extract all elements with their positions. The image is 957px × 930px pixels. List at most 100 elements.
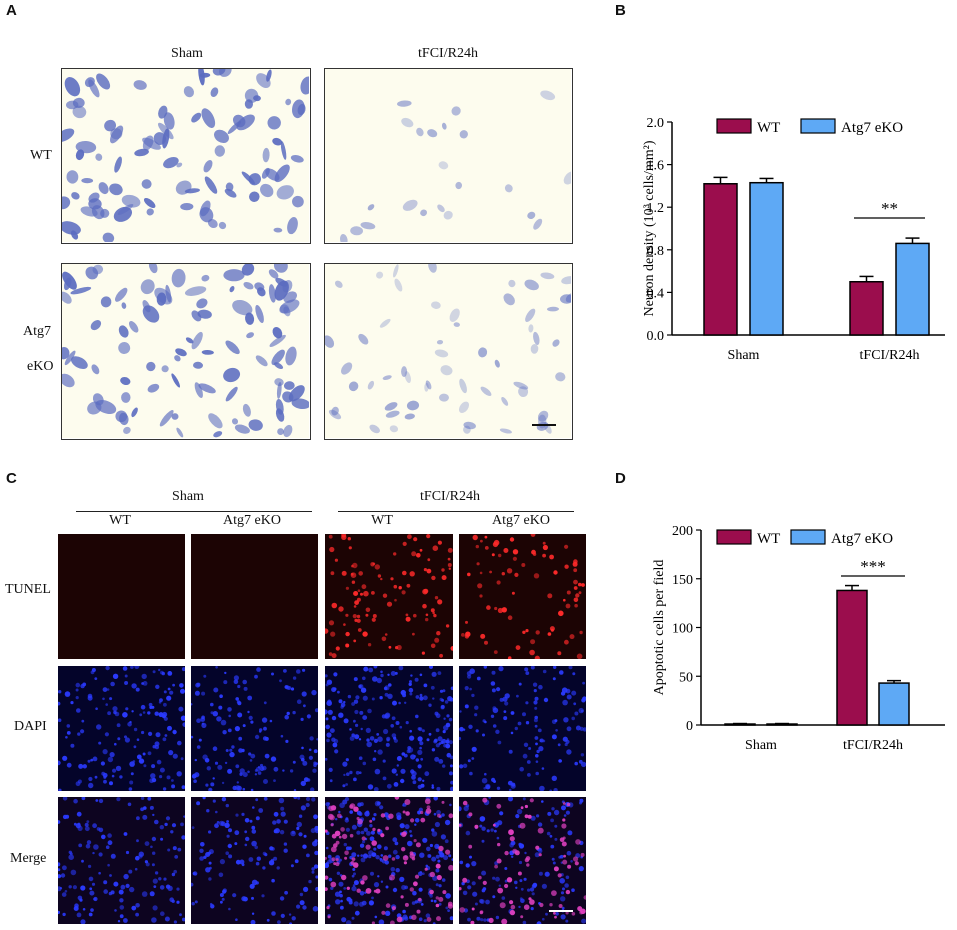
panel-c-col-label-1: WT (109, 513, 131, 528)
stained-cell (148, 264, 158, 274)
panel-a-col-label-sham: Sham (171, 46, 203, 61)
stained-cell (478, 347, 488, 358)
panel-letter-b: B (615, 2, 626, 19)
stained-cell (379, 318, 391, 328)
stained-cell (501, 396, 509, 406)
stained-cell (384, 402, 398, 411)
stained-cell (191, 331, 203, 350)
stained-cell (437, 204, 445, 213)
stained-cell (92, 264, 104, 275)
stained-cell (340, 233, 348, 242)
stained-cell (249, 191, 260, 202)
panel-a-row-label-wt: WT (30, 148, 52, 163)
stained-cell (290, 155, 304, 163)
stained-cell (262, 147, 270, 163)
stained-cell (273, 227, 283, 233)
legend-label: WT (757, 531, 780, 547)
stained-cell (518, 386, 529, 397)
stained-cell (341, 362, 353, 375)
stained-cell (92, 393, 104, 406)
stained-cell (102, 232, 115, 242)
stained-cell (62, 271, 77, 290)
stained-cell (225, 182, 234, 192)
stained-cell (245, 312, 255, 325)
stained-cell (146, 361, 156, 372)
stained-cell (114, 156, 122, 173)
micrograph-sham-eko (61, 263, 311, 440)
stained-cell (191, 310, 202, 322)
stained-cell (224, 188, 237, 198)
stained-cell (140, 279, 155, 295)
stained-cell (273, 362, 284, 369)
stained-cell (555, 372, 566, 382)
stained-cell (508, 279, 516, 288)
stained-cell (118, 342, 131, 354)
stained-cell (229, 285, 235, 293)
stained-cell (171, 413, 179, 420)
stained-cell (369, 424, 380, 434)
stained-cell (382, 375, 392, 380)
stained-cell (276, 381, 282, 399)
stained-cell (428, 264, 437, 273)
stained-cell (328, 409, 342, 420)
stained-cell (334, 280, 343, 288)
panel-a-row-label-eko: eKO (27, 359, 54, 374)
stained-cell (114, 287, 128, 302)
stained-cell (95, 153, 103, 161)
stained-cell (524, 279, 539, 291)
stained-cell (201, 274, 210, 282)
stained-cell (255, 305, 264, 323)
y-tick-label: 100 (672, 622, 693, 637)
stained-cell (100, 296, 112, 308)
group-line-tfci (338, 511, 574, 512)
stained-cell (120, 376, 131, 386)
legend-label: Atg7 eKO (831, 531, 893, 547)
y-tick-label: 150 (672, 573, 693, 588)
panel-letter-a: A (6, 2, 17, 19)
stained-cell (404, 371, 411, 384)
legend-swatch (800, 118, 836, 134)
micrograph-tfci-eko (324, 263, 573, 440)
y-axis-label: Neuron density (10³ cells/mm²) (642, 140, 657, 316)
stained-cell (143, 197, 156, 209)
stained-cell (547, 306, 559, 312)
stained-cell (416, 127, 424, 137)
stained-cell (207, 218, 218, 229)
stained-cell (358, 333, 369, 345)
stained-cell (243, 282, 254, 290)
stained-cell (110, 128, 123, 140)
stained-cell (90, 320, 102, 331)
stained-cell (147, 383, 160, 393)
stained-cell (453, 322, 460, 327)
stained-cell (443, 210, 453, 220)
panel-c-col-label-4: Atg7 eKO (492, 513, 550, 528)
stained-cell (208, 413, 223, 429)
stained-cell (198, 69, 205, 86)
stained-cell (459, 378, 467, 394)
bar (749, 181, 784, 336)
legend-swatch (790, 529, 826, 545)
stained-cell (185, 337, 194, 344)
stained-cell (261, 167, 270, 179)
stained-cell (449, 308, 460, 322)
stained-cell (72, 105, 87, 119)
stained-cell (533, 218, 543, 230)
stained-cell (62, 291, 72, 304)
stained-cell (504, 184, 513, 193)
tunel-image-2 (191, 534, 318, 659)
stained-cell (285, 98, 292, 106)
legend-swatch (716, 118, 752, 134)
tunel-image-4 (459, 534, 586, 659)
stained-cell (171, 373, 180, 388)
stained-cell (201, 108, 216, 128)
stained-cell (271, 349, 285, 366)
tunel-image-1 (58, 534, 185, 659)
panel-c-group-label-sham: Sham (172, 489, 204, 504)
stained-cell (533, 331, 540, 345)
stained-cell (75, 149, 85, 161)
dapi-image-3 (325, 666, 453, 791)
stained-cell (350, 226, 363, 236)
x-tick-label: Sham (745, 738, 777, 753)
stained-cell (223, 269, 245, 282)
stained-cell (253, 95, 261, 102)
